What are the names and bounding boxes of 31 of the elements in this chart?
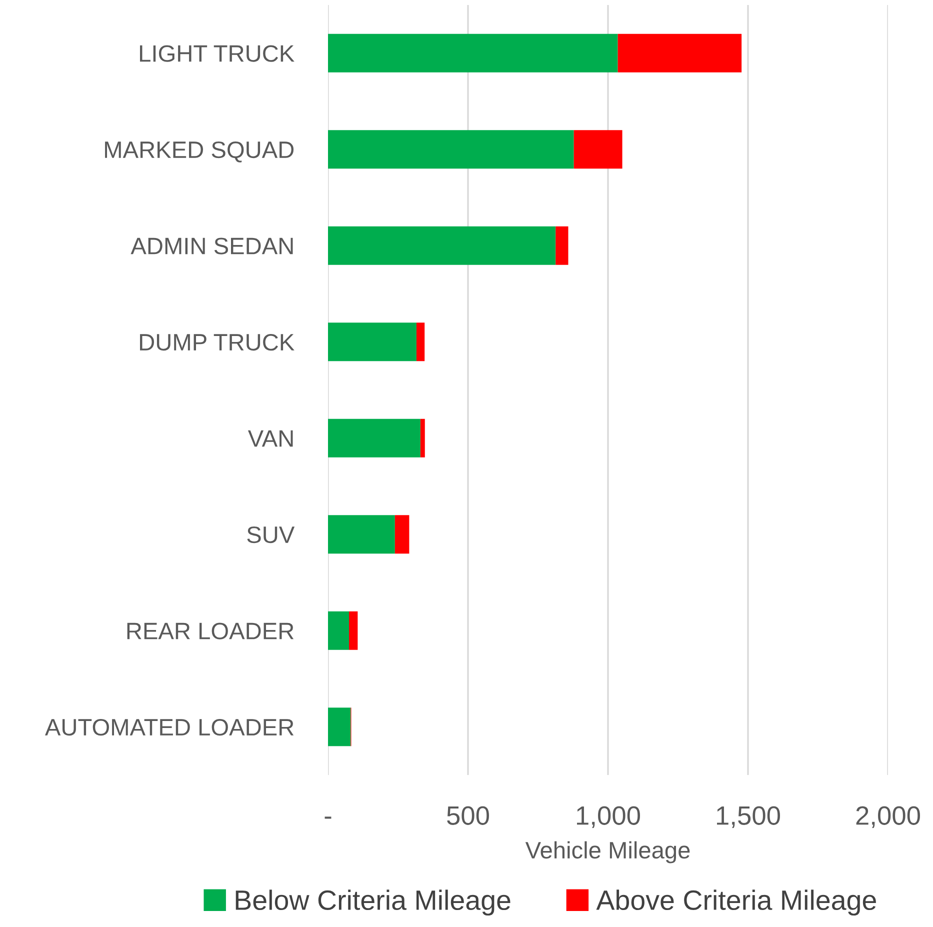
y-tick-label: DUMP TRUCK [140,334,294,351]
x-tick-label: 2,000 [856,806,920,828]
legend-label: Below Criteria Mileage [236,890,510,916]
y-tick-label: SUV [247,526,295,544]
bar [574,130,622,169]
y-tick-label: LIGHT TRUCK [140,45,294,62]
x-axis-title: Vehicle Mileage [525,841,690,864]
x-tick-label: 500 [447,806,489,825]
x-tick-label: 1,500 [716,806,780,828]
bar [349,611,358,650]
bar [328,418,420,458]
bar [328,708,351,746]
y-tick-label: REAR LOADER [127,622,294,640]
bar [556,226,568,265]
y-tick-label: ADMIN SEDAN [130,238,293,254]
y-tick-label: MARKED SQUAD [105,141,294,162]
bar [394,515,410,554]
y-tick-label: VAN [248,430,293,447]
bar [328,34,618,72]
bar [420,418,425,458]
legend-label: Above Criteria Mileage [596,890,876,916]
x-tick-label: - [324,816,332,819]
bar [618,34,742,72]
bar [416,322,425,362]
bar [328,226,556,265]
bar [328,611,349,650]
bar [328,515,395,554]
y-tick-label: AUTOMATED LOADER [44,718,294,736]
bar [328,130,574,169]
bar [328,322,416,362]
x-tick-label: 1,000 [576,806,640,828]
